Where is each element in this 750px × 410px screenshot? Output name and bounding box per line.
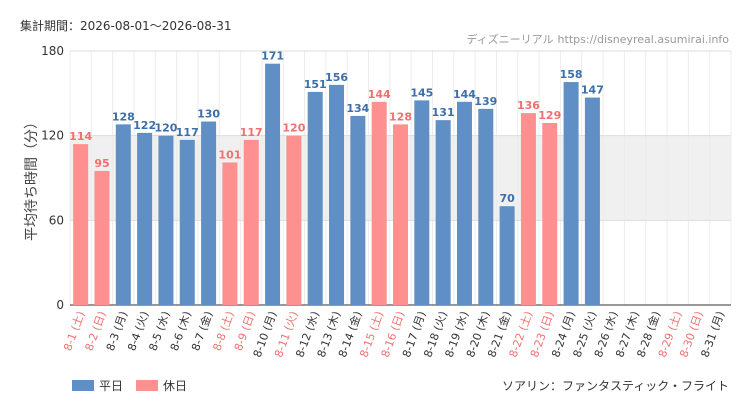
- bar: [584, 97, 600, 305]
- bar: [94, 170, 110, 305]
- y-tick-label: 60: [49, 213, 64, 227]
- bar: [243, 139, 259, 305]
- bar-value-label: 114: [69, 130, 92, 143]
- bar: [179, 139, 195, 305]
- bar-value-label: 95: [94, 157, 109, 170]
- legend: 平日 休日: [72, 379, 187, 393]
- bar-value-label: 122: [133, 119, 156, 132]
- bar: [478, 108, 494, 305]
- legend-label: 平日: [99, 379, 123, 393]
- legend-label: 休日: [163, 379, 187, 393]
- bar: [286, 135, 302, 305]
- credit-name: ディズニーリアル: [466, 32, 553, 46]
- bar: [201, 121, 217, 305]
- bar: [520, 113, 536, 305]
- bar-value-label: 147: [581, 84, 604, 97]
- bar-value-label: 117: [240, 126, 263, 139]
- bar-value-label: 158: [560, 68, 583, 81]
- bar-value-label: 120: [282, 122, 305, 135]
- bar: [371, 101, 387, 305]
- period-label: 集計期間：2026-08-01〜2026-08-31: [20, 18, 231, 33]
- bar: [350, 115, 366, 306]
- bar-value-label: 151: [304, 78, 327, 91]
- bar-value-label: 156: [325, 71, 348, 84]
- bar-value-label: 130: [197, 108, 220, 121]
- attraction-name: ソアリン：ファンタスティック・フライト: [502, 379, 729, 393]
- bar-value-label: 139: [474, 95, 497, 108]
- bar-value-label: 171: [261, 50, 284, 63]
- bar-value-label: 145: [410, 86, 433, 99]
- bar-value-label: 129: [538, 109, 561, 122]
- bar-value-label: 70: [499, 192, 515, 205]
- bar-value-label: 144: [368, 88, 391, 101]
- bar-value-label: 131: [432, 106, 455, 119]
- bar-value-label: 144: [453, 88, 476, 101]
- bar: [329, 84, 345, 305]
- credit-label: ディズニーリアル https://disneyreal.asumirai.info: [466, 32, 729, 46]
- bar: [542, 122, 558, 305]
- legend-swatch: [72, 380, 94, 391]
- bar-value-label: 136: [517, 99, 540, 112]
- legend-swatch: [136, 380, 158, 391]
- bar: [456, 101, 472, 305]
- bar: [73, 144, 89, 305]
- bar-value-label: 128: [112, 110, 135, 123]
- bar: [137, 132, 153, 305]
- bar: [393, 124, 408, 305]
- bar: [307, 91, 323, 305]
- y-tick-label: 180: [41, 44, 64, 58]
- credit-url: https://disneyreal.asumirai.info: [558, 33, 730, 46]
- bar-value-label: 134: [346, 102, 369, 115]
- bar: [222, 162, 238, 305]
- bar: [158, 135, 174, 305]
- y-axis-title: 平均待ち時間（分）: [24, 115, 40, 241]
- y-tick-label: 120: [41, 129, 64, 143]
- bar: [563, 82, 579, 306]
- bar: [435, 120, 451, 306]
- bar: [414, 100, 430, 305]
- y-tick-label: 0: [56, 298, 64, 312]
- bar: [499, 206, 515, 305]
- bar-value-label: 120: [154, 122, 177, 135]
- bar-value-label: 128: [389, 110, 412, 123]
- bar-value-label: 117: [176, 126, 199, 139]
- bar: [115, 124, 131, 305]
- bar: [265, 63, 281, 306]
- bar-value-label: 101: [218, 148, 241, 161]
